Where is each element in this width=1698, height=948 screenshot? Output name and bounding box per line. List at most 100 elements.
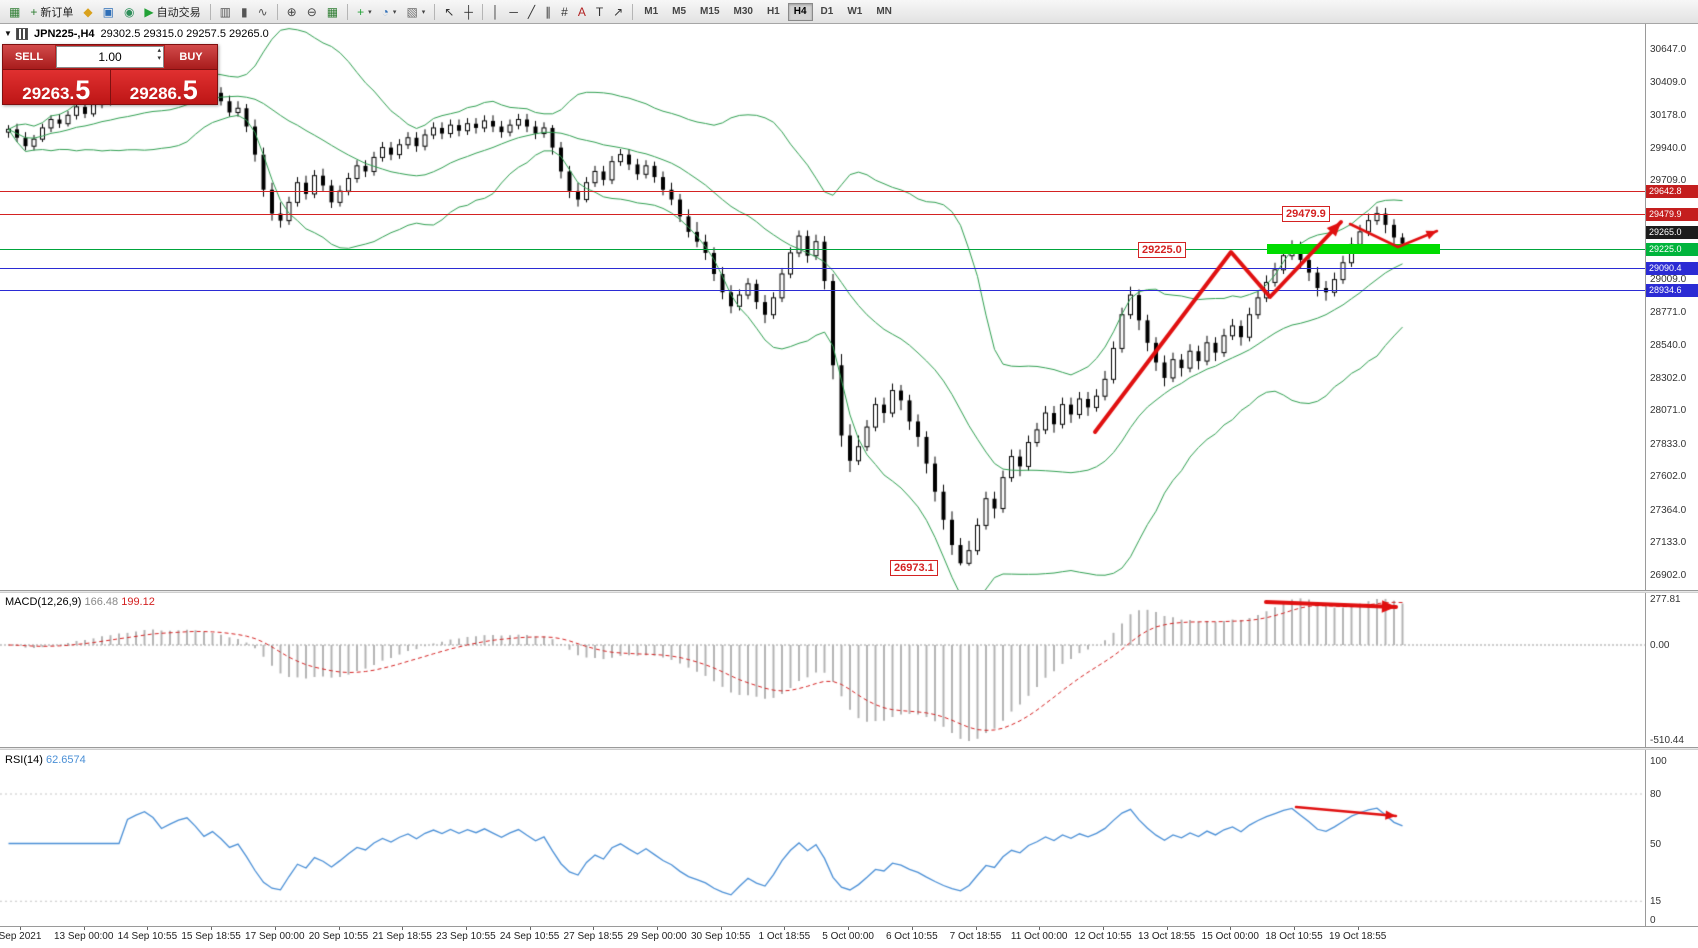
terminal-icon[interactable]: ◉ <box>119 2 139 22</box>
sell-button[interactable]: SELL <box>3 45 55 69</box>
time-axis-label: 30 Sep 10:55 <box>690 931 751 942</box>
timeframe-MN[interactable]: MN <box>870 3 898 21</box>
horizontal-line-icon[interactable]: ─ <box>504 2 523 22</box>
horizontal-line[interactable] <box>0 190 1645 192</box>
toolbar-separator <box>276 3 278 20</box>
bars-chart-icon[interactable]: ▥ <box>215 2 236 22</box>
cursor-icon[interactable]: ↖ <box>439 2 459 22</box>
timeframe-M1[interactable]: M1 <box>638 3 664 21</box>
data-window-icon[interactable]: ▣ <box>98 2 119 22</box>
cursor-icon: ↖ <box>444 4 455 19</box>
price-axis-badge: 29090.4 <box>1646 262 1698 276</box>
one-click-collapse-toggle[interactable]: ▼ <box>4 29 12 38</box>
line-chart-icon[interactable]: ∿ <box>253 2 273 22</box>
price-axis-badge: 29265.0 <box>1646 225 1698 239</box>
price-annotation-label[interactable]: 29479.9 <box>1282 206 1330 222</box>
time-axis-label: 19 Oct 18:55 <box>1329 931 1387 942</box>
price-axis-label: 28302.0 <box>1650 373 1687 385</box>
support-zone-highlight[interactable] <box>1267 244 1440 255</box>
dropdown-caret-icon: ▾ <box>392 8 397 16</box>
templates-icon: ▧ <box>406 4 418 19</box>
market-watch-icon[interactable]: ◆ <box>78 2 97 22</box>
time-axis-label: 27 Sep 18:55 <box>563 931 624 942</box>
rsi-axis-label: 15 <box>1650 896 1662 908</box>
new-chart-icon[interactable]: ▦ <box>4 2 25 22</box>
toolbar-separator <box>481 3 483 20</box>
indicators-icon[interactable]: + ▾ <box>352 2 377 22</box>
macd-title: MACD(12,26,9) <box>5 596 82 608</box>
volume-down-button[interactable]: ▾ <box>157 54 161 62</box>
time-axis-label: 11 Oct 00:00 <box>1010 931 1068 942</box>
price-axis-badge: 28934.6 <box>1646 284 1698 298</box>
time-axis-label: 29 Sep 00:00 <box>627 931 687 942</box>
price-axis-label: 27364.0 <box>1650 504 1687 516</box>
symbol-ohlc-values: 29302.5 29315.0 29257.5 29265.0 <box>100 28 269 40</box>
toolbar-separator <box>434 3 436 20</box>
crosshair-icon[interactable]: ┼ <box>459 2 478 22</box>
panel-divider[interactable] <box>0 747 1698 750</box>
line-chart-icon: ∿ <box>257 4 268 19</box>
buy-price-main: 29286. <box>129 84 182 103</box>
time-axis-border <box>0 926 1698 927</box>
sell-price-main: 29263. <box>22 84 75 103</box>
price-axis-label: 29009.0 <box>1650 273 1687 285</box>
autotrading-button[interactable]: ▶ 自动交易 <box>139 2 205 22</box>
dropdown-caret-icon: ▾ <box>368 8 372 16</box>
dropdown-caret-icon: ▾ <box>421 8 426 16</box>
volume-up-button[interactable]: ▴ <box>157 47 161 54</box>
panel-divider[interactable] <box>0 590 1698 593</box>
time-axis-label: 7 Oct 18:55 <box>949 931 1002 942</box>
zoom-in-icon: ⊕ <box>286 4 297 19</box>
trendline-icon[interactable]: ╱ <box>523 2 540 22</box>
fibonacci-icon: # <box>561 4 568 19</box>
vertical-line-icon[interactable]: │ <box>487 2 505 22</box>
autotrading-button-label: 自动交易 <box>156 6 201 19</box>
timeframe-M30[interactable]: M30 <box>728 3 759 21</box>
timeframe-H4[interactable]: H4 <box>787 2 813 21</box>
price-axis-label: 28071.0 <box>1650 405 1687 417</box>
price-axis-label: 27133.0 <box>1650 537 1687 549</box>
timeframe-M5[interactable]: M5 <box>666 3 692 21</box>
new-order-button: + <box>30 4 38 19</box>
horizontal-line[interactable] <box>0 290 1645 292</box>
timeframe-toolbar: M1 M5 M15 M30 H1 H4 D1 W1 MN <box>637 2 899 21</box>
buy-price-display[interactable]: 29286. 5 <box>109 70 217 104</box>
bars-chart-icon: ▥ <box>219 4 231 19</box>
tile-windows-icon[interactable]: ▦ <box>322 2 343 22</box>
time-axis-label: 13 Oct 18:55 <box>1137 931 1196 942</box>
price-annotation-label[interactable]: 26973.1 <box>890 560 938 576</box>
timeframe-D1[interactable]: D1 <box>815 3 840 21</box>
toolbar-separator <box>347 3 349 20</box>
sell-price-display[interactable]: 29263. 5 <box>3 70 110 104</box>
timeframe-H1[interactable]: H1 <box>761 3 786 21</box>
rsi-axis-label: 50 <box>1650 838 1662 850</box>
text-icon[interactable]: A <box>573 2 591 22</box>
time-axis-label: 21 Sep 18:55 <box>372 931 432 942</box>
toolbar-buttons: ▦ + 新订单 ◆ ▣ ◉ ▶ 自动交易 ▥ ▮ ∿ ⊕ ⊖ ▦ + ▾ ◔ ▾ ▧ ▾ ↖ ┼ │ ─ ╱ ∥ # A T ↗ <box>4 2 637 22</box>
tile-windows-icon: ▦ <box>326 4 339 19</box>
periods-icon[interactable]: ◔ ▾ <box>377 2 402 22</box>
timeframe-W1[interactable]: W1 <box>841 3 868 21</box>
candles-chart-icon[interactable]: ▮ <box>236 2 253 22</box>
zoom-in-icon[interactable]: ⊕ <box>282 2 302 22</box>
templates-icon[interactable]: ▧ ▾ <box>401 2 430 22</box>
price-axis-label: 30647.0 <box>1650 43 1687 55</box>
volume-input[interactable]: 1.00 ▴ ▾ <box>56 46 164 68</box>
timeframe-M15[interactable]: M15 <box>694 3 725 21</box>
label-icon[interactable]: T <box>591 2 608 22</box>
buy-button[interactable]: BUY <box>165 45 217 69</box>
horizontal-line[interactable] <box>0 268 1645 270</box>
zoom-out-icon[interactable]: ⊖ <box>302 2 322 22</box>
toolbar-separator <box>632 3 634 20</box>
fibonacci-icon[interactable]: # <box>556 2 573 22</box>
new-order-button[interactable]: + 新订单 <box>25 2 78 22</box>
price-axis-badge: 29479.9 <box>1646 207 1698 221</box>
channel-icon[interactable]: ∥ <box>540 2 556 22</box>
price-annotation-label[interactable]: 29225.0 <box>1138 242 1186 258</box>
arrows-tool-icon[interactable]: ↗ <box>608 2 628 22</box>
horizontal-line[interactable] <box>0 213 1645 215</box>
macd-axis-label: -510.44 <box>1650 734 1684 746</box>
